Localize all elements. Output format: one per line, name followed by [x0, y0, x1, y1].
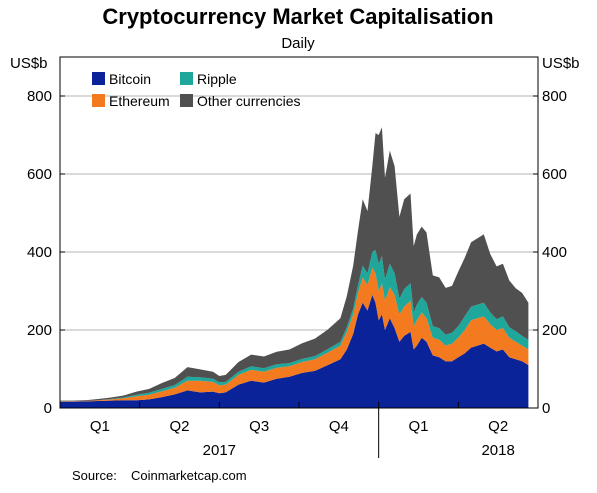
source-label: Source: — [72, 468, 117, 483]
y-tick-label-left: 0 — [44, 400, 52, 417]
series-area-ethereum — [60, 267, 529, 402]
y-tick-label-left: 600 — [27, 166, 52, 183]
y-tick-label-left: 200 — [27, 322, 52, 339]
series-area-bitcoin — [60, 294, 529, 408]
y-tick-label-right: 200 — [542, 322, 567, 339]
y-tick-label-right: 400 — [542, 244, 567, 261]
x-year-label: 2017 — [203, 442, 236, 459]
y-tick-label-right: 0 — [542, 400, 550, 417]
y-tick-label-right: 600 — [542, 166, 567, 183]
chart-subtitle: Daily — [281, 35, 315, 52]
x-quarter-label: Q4 — [329, 418, 349, 435]
chart-title: Cryptocurrency Market Capitalisation — [102, 4, 493, 29]
legend-swatch — [92, 94, 105, 107]
legend-label: Bitcoin — [109, 71, 151, 87]
y-tick-label-left: 800 — [27, 88, 52, 105]
legend-swatch — [180, 94, 193, 107]
source-value: Coinmarketcap.com — [131, 468, 247, 483]
stacked-areas — [60, 127, 529, 408]
y-unit-left: US$b — [10, 55, 48, 72]
legend-label: Other currencies — [197, 93, 300, 109]
legend-swatch — [180, 72, 193, 85]
x-quarter-label: Q1 — [408, 418, 428, 435]
y-tick-label-right: 800 — [542, 88, 567, 105]
legend-label: Ethereum — [109, 93, 170, 109]
y-unit-right: US$b — [542, 55, 580, 72]
x-quarter-label: Q2 — [169, 418, 189, 435]
legend-label: Ripple — [197, 71, 237, 87]
legend: Bitcoin Ethereum Ripple Other currencies — [92, 71, 300, 109]
y-tick-label-left: 400 — [27, 244, 52, 261]
legend-swatch — [92, 72, 105, 85]
x-quarter-label: Q2 — [488, 418, 508, 435]
x-quarter-label: Q3 — [249, 418, 269, 435]
x-quarter-label: Q1 — [90, 418, 110, 435]
x-year-label: 2018 — [481, 442, 514, 459]
axis-ticks: 0 0 200 200 400 400 600 600 800 800 Q1 Q2 Q3 Q4 Q1 Q2 20… — [27, 88, 567, 459]
